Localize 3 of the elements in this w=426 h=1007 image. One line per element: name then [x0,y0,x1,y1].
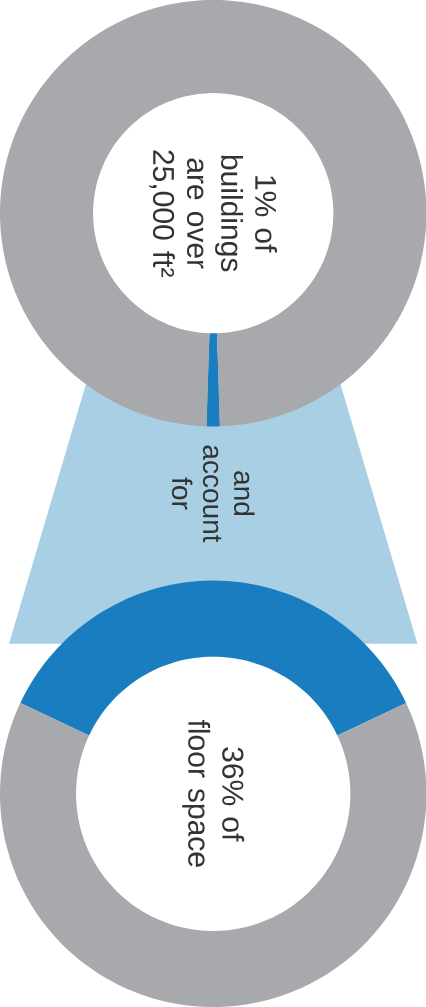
text: and account for [171,445,255,543]
text: 1% of buildings are over 25,000 ft² [149,150,277,277]
text: 36% of floor space [182,719,244,867]
